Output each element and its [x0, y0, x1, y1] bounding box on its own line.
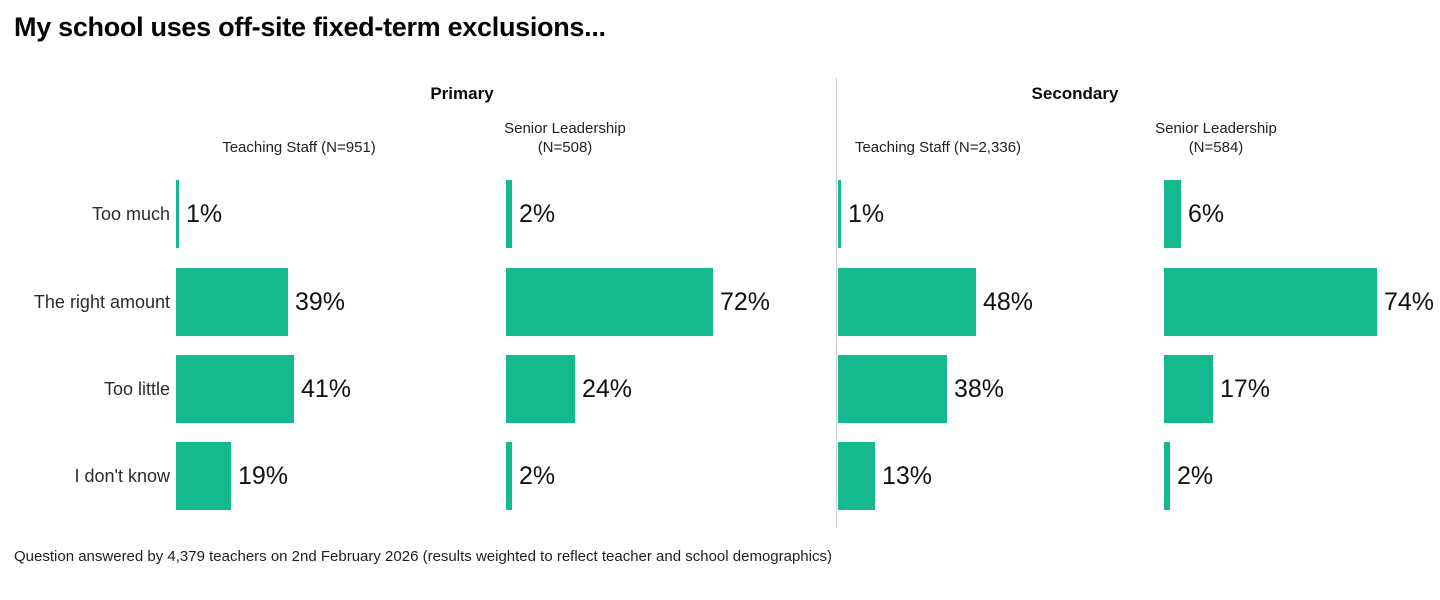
bar [838, 355, 947, 423]
bar [176, 180, 179, 248]
value-label: 2% [519, 199, 556, 228]
bar [1164, 268, 1377, 336]
value-label: 2% [519, 461, 556, 490]
panel-header: Senior Leadership (N=584) [1155, 120, 1277, 156]
value-label: 38% [954, 374, 1005, 403]
value-label: 72% [720, 287, 771, 316]
bar [1164, 355, 1213, 423]
bar [1164, 180, 1181, 248]
panel-header: Teaching Staff (N=951) [222, 139, 376, 156]
panel-header: Teaching Staff (N=2,336) [854, 139, 1022, 156]
value-label: 1% [186, 199, 223, 228]
section-divider-line [836, 78, 837, 528]
value-label: 13% [882, 461, 933, 490]
value-label: 41% [301, 374, 352, 403]
bar [506, 268, 713, 336]
value-label: 17% [1220, 374, 1271, 403]
category-label: The right amount [33, 291, 170, 312]
bar [506, 180, 512, 248]
category-label: I don't know [74, 465, 171, 486]
bar [176, 355, 294, 423]
value-label: 6% [1188, 199, 1225, 228]
bar [1164, 442, 1170, 510]
bar [506, 355, 575, 423]
bar [176, 268, 288, 336]
chart-title: My school uses off-site fixed-term exclu… [14, 12, 606, 42]
section-header-primary: Primary [430, 84, 494, 103]
value-label: 74% [1384, 287, 1435, 316]
value-label: 1% [848, 199, 885, 228]
chart-footnote: Question answered by 4,379 teachers on 2… [14, 548, 832, 565]
bar [838, 268, 976, 336]
category-label: Too much [91, 203, 170, 224]
bar [838, 442, 875, 510]
value-label: 39% [295, 287, 346, 316]
value-label: 48% [983, 287, 1034, 316]
category-label: Too little [103, 378, 170, 399]
value-label: 19% [238, 461, 289, 490]
bar [506, 442, 512, 510]
value-label: 2% [1177, 461, 1214, 490]
panel-header: Senior Leadership (N=508) [504, 120, 626, 156]
value-label: 24% [582, 374, 633, 403]
section-header-secondary: Secondary [1031, 84, 1119, 103]
bar [838, 180, 841, 248]
bar [176, 442, 231, 510]
